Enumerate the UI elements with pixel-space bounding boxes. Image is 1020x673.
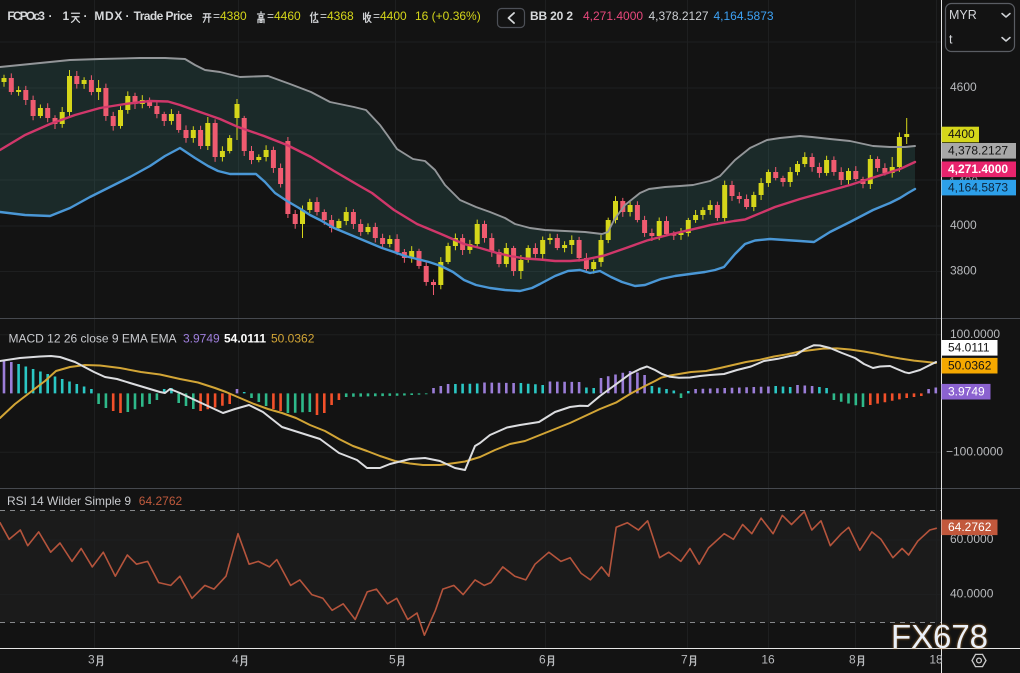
svg-text:16 (+0.36%): 16 (+0.36%) (415, 9, 481, 23)
svg-text:4: 4 (232, 653, 239, 667)
svg-text:54.0111: 54.0111 (948, 340, 990, 354)
svg-text:RSI 14 Wilder Simple 9: RSI 14 Wilder Simple 9 (7, 494, 131, 508)
svg-text:=: = (213, 9, 220, 23)
svg-text:·: · (84, 9, 88, 23)
svg-text:Trade Price: Trade Price (134, 9, 193, 23)
svg-text:FX678: FX678 (891, 618, 988, 655)
svg-text:3800: 3800 (950, 264, 977, 278)
svg-text:5: 5 (389, 653, 396, 667)
svg-text:7: 7 (681, 653, 688, 667)
svg-text:64.2762: 64.2762 (948, 520, 992, 534)
svg-text:1: 1 (63, 9, 70, 23)
svg-text:4000: 4000 (950, 218, 977, 232)
svg-text:·: · (49, 9, 53, 23)
svg-text:MDX: MDX (94, 9, 122, 23)
svg-text:4460: 4460 (274, 9, 301, 23)
svg-text:MACD 12 26 close 9 EMA EMA: MACD 12 26 close 9 EMA EMA (9, 332, 177, 346)
svg-text:18: 18 (929, 653, 943, 667)
svg-text:t: t (949, 32, 953, 46)
svg-text:6: 6 (539, 653, 546, 667)
svg-text:54.0111: 54.0111 (224, 332, 266, 346)
svg-text:4,378.2127: 4,378.2127 (948, 143, 1008, 157)
svg-text:4,271.4000: 4,271.4000 (948, 162, 1008, 176)
svg-text:3.9749: 3.9749 (183, 332, 220, 346)
svg-text:60.0000: 60.0000 (950, 532, 994, 546)
svg-text:4,164.5873: 4,164.5873 (948, 180, 1008, 194)
svg-text:−100.0000: −100.0000 (946, 445, 1003, 459)
svg-text:4380: 4380 (220, 9, 247, 23)
svg-text:=: = (373, 9, 380, 23)
svg-text:4600: 4600 (950, 80, 977, 94)
svg-text:FCPOc3: FCPOc3 (7, 9, 45, 23)
svg-text:=: = (267, 9, 274, 23)
svg-text:100.0000: 100.0000 (950, 327, 1000, 341)
svg-text:FX678: FX678 (891, 618, 988, 655)
svg-text:4,271.4000: 4,271.4000 (583, 9, 643, 23)
svg-text:16: 16 (761, 653, 775, 667)
svg-text:4400: 4400 (380, 9, 407, 23)
svg-text:MYR: MYR (949, 8, 977, 22)
svg-text:4368: 4368 (327, 9, 354, 23)
svg-text:50.0362: 50.0362 (271, 332, 315, 346)
svg-text:4,378.2127: 4,378.2127 (649, 9, 709, 23)
svg-text:4,164.5873: 4,164.5873 (714, 9, 774, 23)
svg-text:3: 3 (88, 653, 95, 667)
svg-text:=: = (320, 9, 327, 23)
svg-text:50.0362: 50.0362 (948, 358, 992, 372)
svg-text:4400: 4400 (948, 127, 975, 141)
svg-text:3.9749: 3.9749 (948, 384, 985, 398)
svg-text:8: 8 (849, 653, 856, 667)
svg-text:64.2762: 64.2762 (139, 494, 183, 508)
svg-text:·: · (126, 9, 130, 23)
svg-text:40.0000: 40.0000 (950, 587, 994, 601)
svg-text:BB 20 2: BB 20 2 (530, 9, 573, 23)
